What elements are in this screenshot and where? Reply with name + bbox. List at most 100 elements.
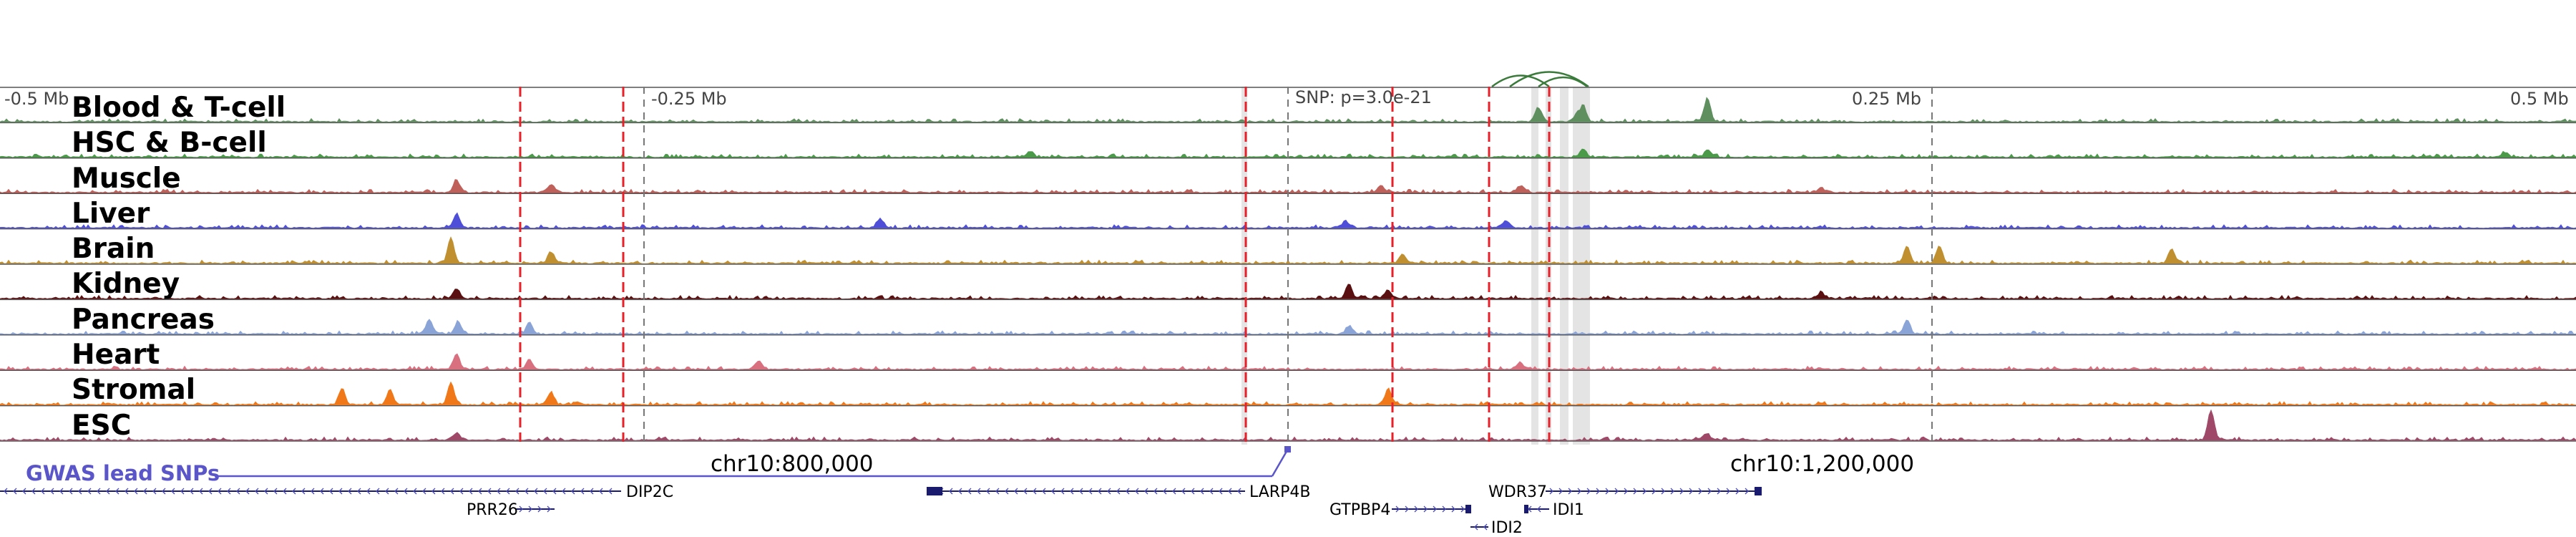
gene-prr26[interactable] xyxy=(515,505,555,513)
strand-chevron xyxy=(1483,523,1488,531)
strand-chevron xyxy=(348,488,352,495)
strand-chevron xyxy=(580,488,585,495)
strand-chevron xyxy=(59,488,64,495)
strand-chevron xyxy=(1577,488,1581,495)
strand-chevron xyxy=(1414,505,1418,513)
strand-chevron xyxy=(255,488,259,495)
strand-chevron xyxy=(13,488,17,495)
gene-dip2c[interactable] xyxy=(0,488,621,495)
strand-chevron xyxy=(1726,488,1730,495)
highlight-band xyxy=(1573,87,1590,445)
gwas-connector-up xyxy=(1271,448,1289,477)
gene-label-dip2c[interactable]: DIP2C xyxy=(626,483,673,501)
strand-chevron xyxy=(162,488,166,495)
strand-chevron xyxy=(519,505,523,513)
strand-chevron xyxy=(1172,488,1176,495)
strand-chevron xyxy=(1596,488,1600,495)
strand-chevron xyxy=(1116,488,1121,495)
strand-chevron xyxy=(22,488,26,495)
strand-chevron xyxy=(515,488,519,495)
strand-chevron xyxy=(301,488,306,495)
scale-right-label: 0.5 Mb xyxy=(2510,89,2569,109)
gene-exon xyxy=(1755,487,1762,495)
strand-chevron xyxy=(338,488,343,495)
track-signal xyxy=(0,409,2576,441)
strand-chevron xyxy=(1707,488,1712,495)
gene-wdr37[interactable] xyxy=(1546,488,1760,495)
strand-chevron xyxy=(1107,488,1111,495)
strand-chevron xyxy=(273,488,278,495)
gwas-snp-marker[interactable] xyxy=(1284,446,1291,453)
strand-chevron xyxy=(134,488,138,495)
track-signal xyxy=(0,236,2576,264)
coord-label-right: chr10:1,200,000 xyxy=(1730,451,1914,477)
gene-gtpbp4[interactable] xyxy=(1392,505,1470,513)
highlight-band xyxy=(1546,87,1551,445)
strand-chevron xyxy=(1605,488,1609,495)
strand-chevron xyxy=(1060,488,1065,495)
coord-label-left: chr10:800,000 xyxy=(711,451,874,477)
strand-chevron xyxy=(469,488,473,495)
strand-chevron xyxy=(543,488,547,495)
strand-chevron xyxy=(441,488,445,495)
highlight-bands xyxy=(1241,87,1590,445)
gene-label-prr26[interactable]: PRR26 xyxy=(467,501,518,519)
strand-chevron xyxy=(1079,488,1083,495)
track-label-kidney: Kidney xyxy=(72,268,180,300)
strand-chevron xyxy=(227,488,231,495)
track-label-liver: Liver xyxy=(72,198,150,230)
strand-chevron xyxy=(1549,488,1553,495)
track-label-hsc: HSC & B-cell xyxy=(72,127,267,159)
strand-chevron xyxy=(1698,488,1702,495)
strand-chevron xyxy=(422,488,426,495)
gwas-label: GWAS lead SNPs xyxy=(26,461,220,485)
gene-label-wdr37[interactable]: WDR37 xyxy=(1488,483,1547,501)
gene-exon xyxy=(927,487,942,495)
strand-chevron xyxy=(394,488,399,495)
strand-chevron xyxy=(1652,488,1656,495)
loop-arc xyxy=(1509,71,1589,88)
strand-chevron xyxy=(1405,505,1409,513)
strand-chevron xyxy=(1460,505,1465,513)
strand-chevron xyxy=(329,488,333,495)
track-signal xyxy=(0,284,2576,299)
gene-idi2[interactable] xyxy=(1470,523,1488,531)
gene-label-larp4b[interactable]: LARP4B xyxy=(1249,483,1310,501)
strand-chevron xyxy=(1005,488,1009,495)
gene-label-idi1[interactable]: IDI1 xyxy=(1553,501,1584,519)
strand-chevron xyxy=(1163,488,1167,495)
strand-chevron xyxy=(562,488,566,495)
track-signal xyxy=(0,319,2576,335)
track-signal xyxy=(0,97,2576,122)
strand-chevron xyxy=(1135,488,1139,495)
gene-label-idi2[interactable]: IDI2 xyxy=(1491,519,1523,537)
track-signal xyxy=(0,212,2576,229)
strand-chevron xyxy=(986,488,990,495)
strand-chevron xyxy=(1042,488,1046,495)
track-label-heart: Heart xyxy=(72,339,160,371)
strand-chevron xyxy=(1689,488,1693,495)
strand-chevron xyxy=(995,488,1000,495)
strand-chevron xyxy=(199,488,203,495)
strand-chevron xyxy=(1537,505,1541,513)
strand-chevron xyxy=(125,488,129,495)
strand-chevron xyxy=(608,488,613,495)
strand-chevron xyxy=(1558,488,1563,495)
track-labels: Blood & T-cell HSC & B-cell Muscle Liver… xyxy=(72,92,286,442)
strand-chevron xyxy=(1624,488,1628,495)
strand-chevron xyxy=(208,488,213,495)
strand-chevron xyxy=(236,488,240,495)
strand-chevron xyxy=(4,488,8,495)
strand-chevron xyxy=(1153,488,1158,495)
strand-chevron xyxy=(1219,488,1223,495)
track-signal xyxy=(0,148,2576,158)
strand-chevron xyxy=(366,488,371,495)
track-label-stromal: Stromal xyxy=(72,374,195,406)
gene-label-gtpbp4[interactable]: GTPBP4 xyxy=(1330,501,1390,519)
strand-chevron xyxy=(1014,488,1018,495)
strand-chevron xyxy=(1745,488,1749,495)
strand-chevron xyxy=(949,488,953,495)
strand-chevron xyxy=(171,488,175,495)
strand-chevron xyxy=(245,488,250,495)
gene-larp4b[interactable] xyxy=(927,488,1245,495)
